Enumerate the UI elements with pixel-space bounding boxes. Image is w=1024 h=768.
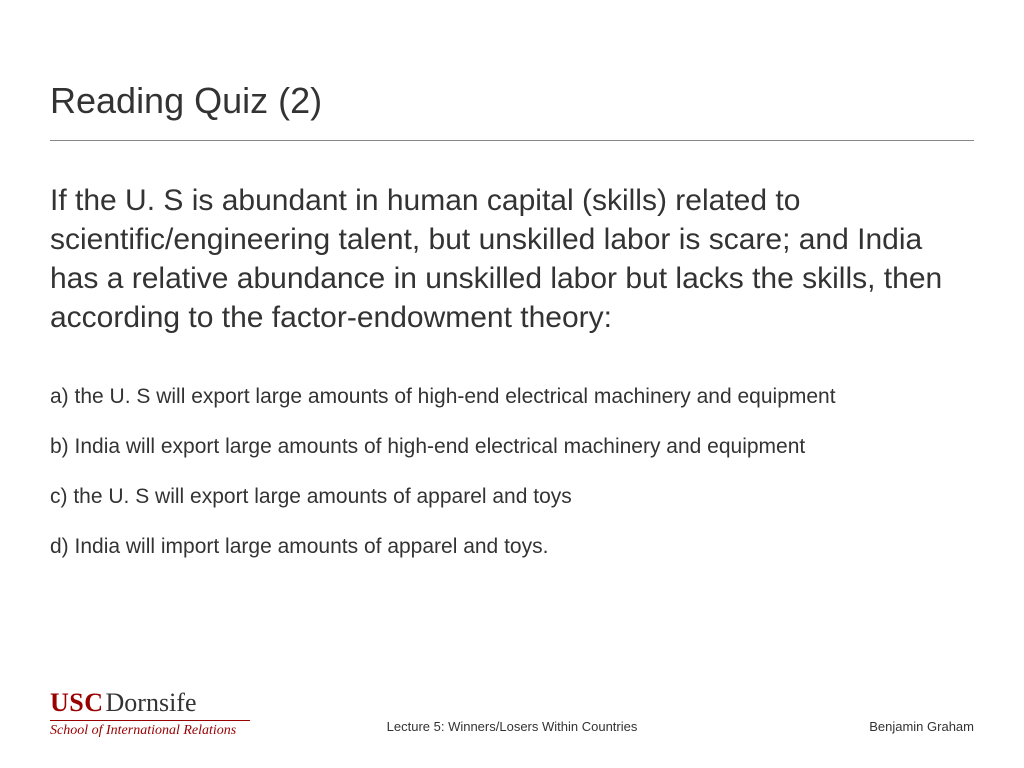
logo-dornsife-text: Dornsife xyxy=(106,690,197,716)
logo-school-text: School of International Relations xyxy=(50,720,250,738)
option-b: b) India will export large amounts of hi… xyxy=(50,435,974,459)
footer-lecture-label: Lecture 5: Winners/Losers Within Countri… xyxy=(387,719,638,734)
footer-author-label: Benjamin Graham xyxy=(869,719,974,738)
logo-top-row: USC Dornsife xyxy=(50,690,250,716)
slide-footer: USC Dornsife School of International Rel… xyxy=(50,690,974,738)
slide-title: Reading Quiz (2) xyxy=(50,80,974,141)
option-a: a) the U. S will export large amounts of… xyxy=(50,385,974,409)
logo-usc-text: USC xyxy=(50,690,104,716)
option-d: d) India will import large amounts of ap… xyxy=(50,535,974,559)
option-c: c) the U. S will export large amounts of… xyxy=(50,485,974,509)
quiz-question: If the U. S is abundant in human capital… xyxy=(50,181,974,337)
quiz-options: a) the U. S will export large amounts of… xyxy=(50,385,974,559)
slide: Reading Quiz (2) If the U. S is abundant… xyxy=(0,0,1024,768)
usc-logo: USC Dornsife School of International Rel… xyxy=(50,690,250,738)
